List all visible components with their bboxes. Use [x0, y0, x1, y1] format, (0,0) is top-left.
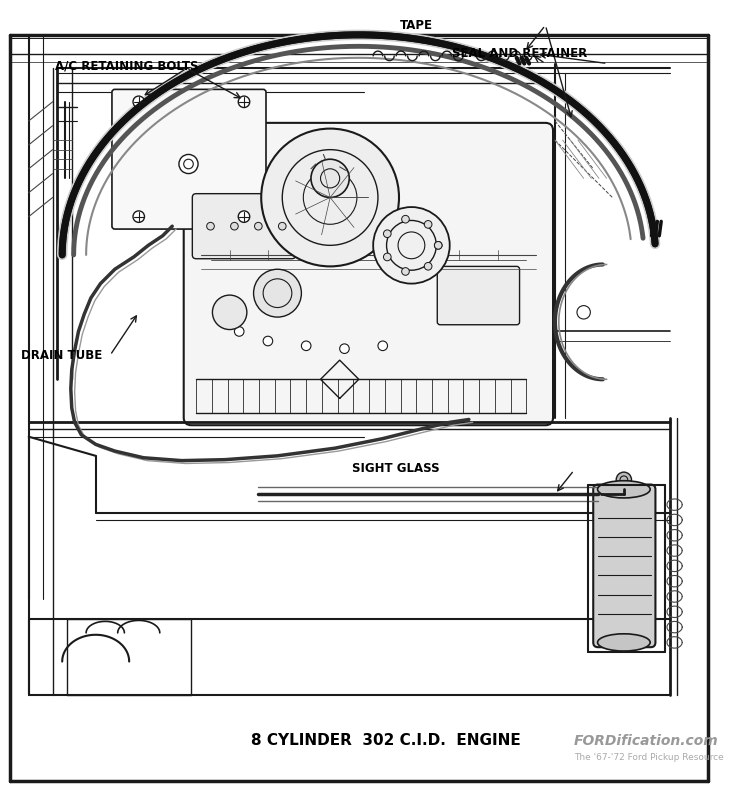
Circle shape [261, 128, 399, 267]
Circle shape [383, 230, 392, 238]
FancyBboxPatch shape [192, 194, 296, 259]
Circle shape [230, 222, 238, 230]
FancyBboxPatch shape [184, 123, 553, 425]
Text: SEAL AND RETAINER: SEAL AND RETAINER [452, 48, 587, 61]
Circle shape [402, 267, 410, 276]
Circle shape [424, 221, 432, 228]
Text: SIGHT GLASS: SIGHT GLASS [352, 462, 440, 475]
Circle shape [577, 305, 590, 319]
Ellipse shape [598, 481, 650, 498]
Circle shape [302, 341, 311, 351]
Circle shape [278, 222, 286, 230]
Circle shape [374, 207, 450, 284]
Circle shape [378, 341, 388, 351]
FancyBboxPatch shape [593, 485, 656, 647]
Circle shape [263, 336, 273, 346]
Text: The '67-'72 Ford Pickup Resource: The '67-'72 Ford Pickup Resource [574, 753, 724, 762]
Circle shape [424, 263, 432, 270]
Text: A/C RETAINING BOLTS: A/C RETAINING BOLTS [55, 60, 198, 73]
Text: 8 CYLINDER  302 C.I.D.  ENGINE: 8 CYLINDER 302 C.I.D. ENGINE [251, 734, 520, 748]
Ellipse shape [598, 633, 650, 651]
Circle shape [254, 222, 262, 230]
Text: TAPE: TAPE [400, 19, 433, 32]
Circle shape [402, 216, 410, 223]
Circle shape [434, 242, 442, 249]
Circle shape [311, 159, 350, 197]
Circle shape [383, 253, 392, 261]
Circle shape [340, 344, 350, 353]
FancyBboxPatch shape [437, 267, 520, 325]
Text: DRAIN TUBE: DRAIN TUBE [21, 349, 102, 362]
Circle shape [238, 96, 250, 107]
Circle shape [179, 154, 198, 174]
Circle shape [212, 295, 247, 330]
Circle shape [133, 211, 145, 222]
Circle shape [207, 222, 214, 230]
Circle shape [254, 269, 302, 317]
FancyBboxPatch shape [112, 90, 266, 229]
Circle shape [235, 326, 244, 336]
Circle shape [616, 472, 632, 487]
Circle shape [434, 242, 442, 249]
Circle shape [133, 96, 145, 107]
Text: FORDification.com: FORDification.com [574, 734, 718, 748]
Circle shape [238, 211, 250, 222]
